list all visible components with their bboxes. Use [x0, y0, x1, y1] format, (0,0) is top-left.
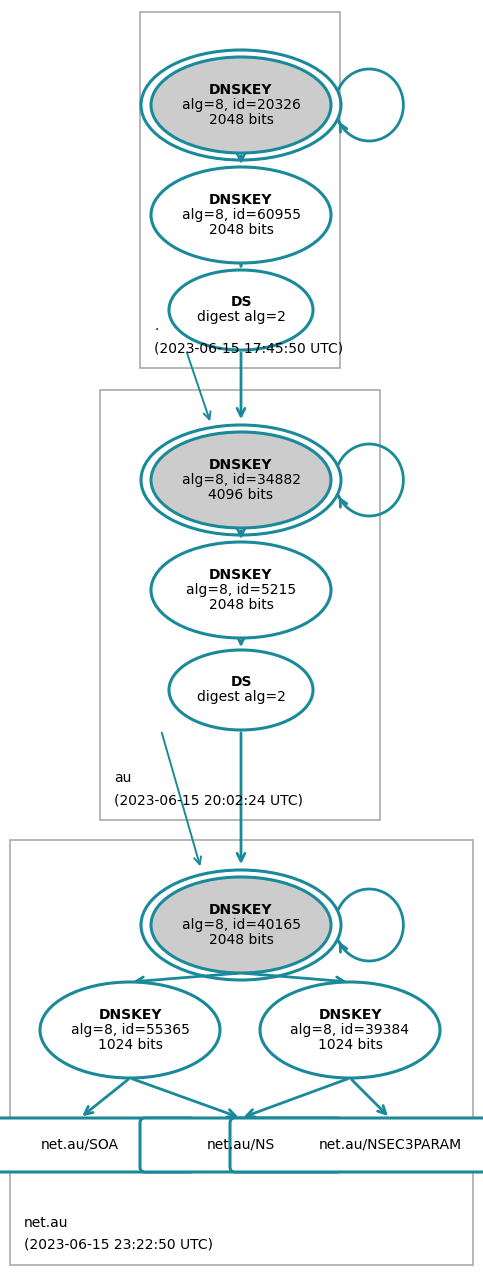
Text: 2048 bits: 2048 bits [209, 933, 273, 947]
Text: 1024 bits: 1024 bits [317, 1038, 383, 1052]
Text: DNSKEY: DNSKEY [318, 1008, 382, 1022]
Ellipse shape [151, 58, 331, 153]
Text: net.au/NSEC3PARAM: net.au/NSEC3PARAM [318, 1137, 462, 1151]
Text: DS: DS [230, 295, 252, 309]
Text: alg=8, id=39384: alg=8, id=39384 [290, 1022, 410, 1036]
Text: DNSKEY: DNSKEY [209, 567, 273, 581]
Text: alg=8, id=60955: alg=8, id=60955 [182, 208, 300, 222]
Text: DNSKEY: DNSKEY [209, 904, 273, 918]
Text: DNSKEY: DNSKEY [209, 83, 273, 97]
Ellipse shape [151, 542, 331, 638]
FancyBboxPatch shape [230, 1118, 483, 1172]
Bar [100, 390, 380, 820]
Text: (2023-06-15 23:22:50 UTC): (2023-06-15 23:22:50 UTC) [24, 1238, 213, 1252]
Text: 2048 bits: 2048 bits [209, 112, 273, 127]
Text: DS: DS [230, 676, 252, 690]
Text: DNSKEY: DNSKEY [98, 1008, 162, 1022]
Text: alg=8, id=5215: alg=8, id=5215 [186, 583, 296, 597]
Text: DNSKEY: DNSKEY [209, 193, 273, 207]
Text: 2048 bits: 2048 bits [209, 598, 273, 612]
Text: digest alg=2: digest alg=2 [197, 311, 285, 325]
Text: net.au/SOA: net.au/SOA [41, 1137, 119, 1151]
FancyBboxPatch shape [140, 1118, 342, 1172]
Ellipse shape [151, 167, 331, 263]
Bar [10, 840, 473, 1265]
Text: 1024 bits: 1024 bits [98, 1038, 162, 1052]
Ellipse shape [169, 651, 313, 730]
Text: DNSKEY: DNSKEY [209, 458, 273, 472]
Text: net.au/NS: net.au/NS [207, 1137, 275, 1151]
Text: alg=8, id=34882: alg=8, id=34882 [182, 473, 300, 487]
Text: alg=8, id=20326: alg=8, id=20326 [182, 98, 300, 112]
Ellipse shape [169, 270, 313, 350]
Text: .: . [154, 320, 158, 334]
Ellipse shape [40, 982, 220, 1079]
Ellipse shape [151, 877, 331, 973]
Text: net.au: net.au [24, 1215, 69, 1229]
Text: (2023-06-15 20:02:24 UTC): (2023-06-15 20:02:24 UTC) [114, 794, 303, 806]
FancyBboxPatch shape [0, 1118, 195, 1172]
Ellipse shape [151, 432, 331, 528]
Ellipse shape [260, 982, 440, 1079]
Text: au: au [114, 771, 131, 785]
Text: alg=8, id=55365: alg=8, id=55365 [71, 1022, 189, 1036]
Text: alg=8, id=40165: alg=8, id=40165 [182, 918, 300, 932]
Text: (2023-06-15 17:45:50 UTC): (2023-06-15 17:45:50 UTC) [154, 341, 343, 355]
Text: digest alg=2: digest alg=2 [197, 690, 285, 704]
Text: 4096 bits: 4096 bits [209, 488, 273, 502]
Bar [140, 12, 340, 368]
Text: 2048 bits: 2048 bits [209, 222, 273, 236]
